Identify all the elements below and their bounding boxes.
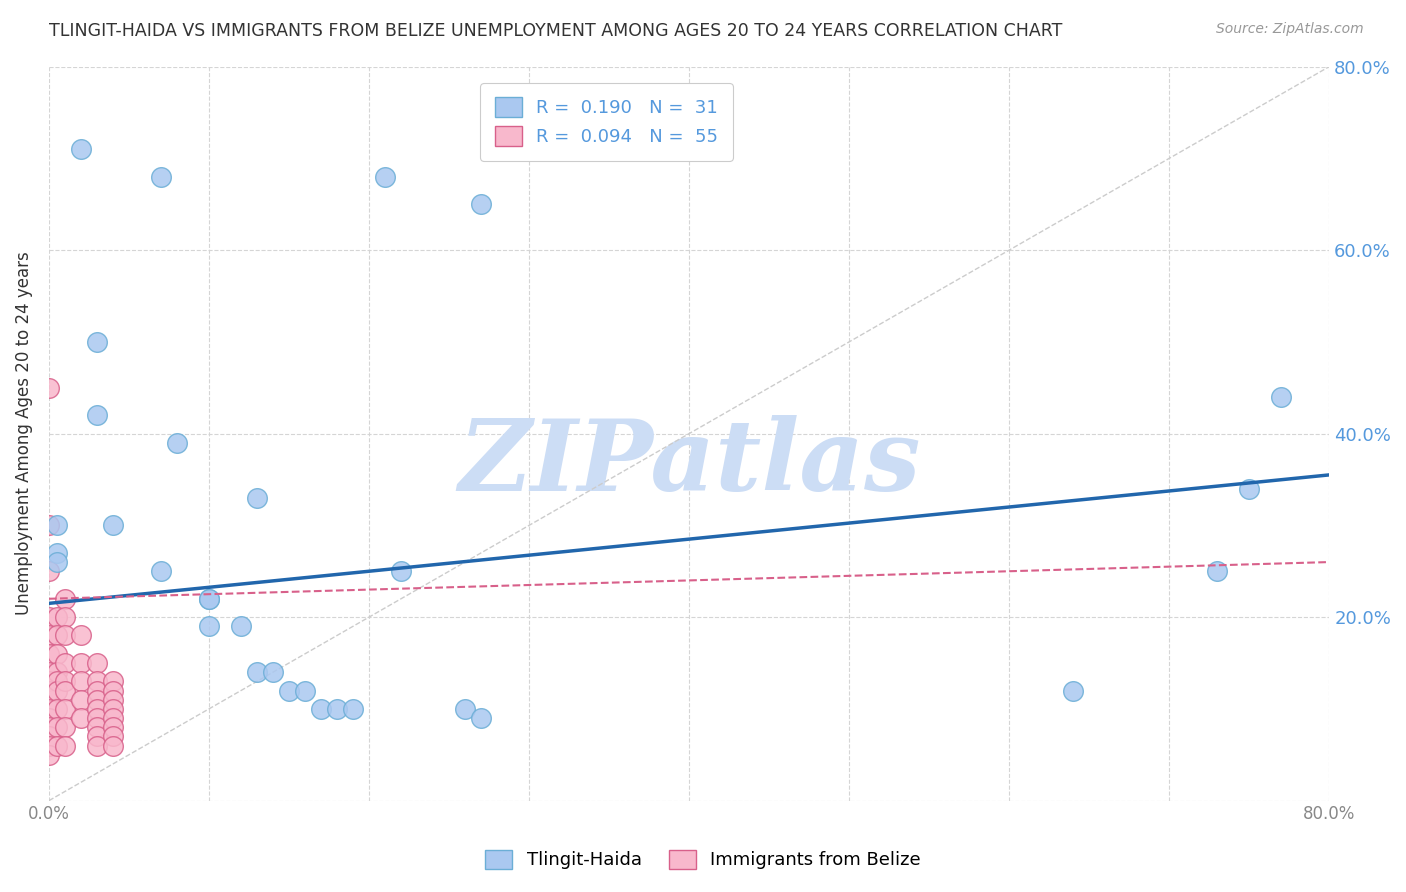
Point — [246, 491, 269, 505]
Point — [454, 702, 477, 716]
Point — [309, 702, 332, 716]
Point — [70, 711, 93, 725]
Point — [53, 628, 76, 642]
Point — [198, 619, 221, 633]
Point — [38, 683, 60, 698]
Point — [86, 702, 108, 716]
Point — [53, 610, 76, 624]
Point — [86, 692, 108, 706]
Point — [46, 674, 69, 689]
Point — [38, 702, 60, 716]
Point — [101, 702, 124, 716]
Point — [70, 656, 93, 670]
Point — [70, 142, 93, 156]
Point — [38, 665, 60, 680]
Point — [150, 169, 173, 184]
Point — [229, 619, 252, 633]
Point — [46, 546, 69, 560]
Point — [278, 683, 301, 698]
Text: Source: ZipAtlas.com: Source: ZipAtlas.com — [1216, 22, 1364, 37]
Point — [294, 683, 316, 698]
Point — [53, 739, 76, 753]
Point — [342, 702, 364, 716]
Point — [38, 564, 60, 578]
Point — [46, 647, 69, 661]
Point — [53, 720, 76, 734]
Point — [38, 730, 60, 744]
Point — [38, 720, 60, 734]
Point — [101, 720, 124, 734]
Point — [101, 730, 124, 744]
Point — [262, 665, 284, 680]
Point — [1206, 564, 1229, 578]
Point — [70, 692, 93, 706]
Point — [326, 702, 349, 716]
Point — [46, 610, 69, 624]
Point — [166, 435, 188, 450]
Point — [53, 591, 76, 606]
Point — [38, 647, 60, 661]
Point — [46, 720, 69, 734]
Text: TLINGIT-HAIDA VS IMMIGRANTS FROM BELIZE UNEMPLOYMENT AMONG AGES 20 TO 24 YEARS C: TLINGIT-HAIDA VS IMMIGRANTS FROM BELIZE … — [49, 22, 1063, 40]
Point — [1270, 390, 1292, 404]
Point — [101, 711, 124, 725]
Legend: Tlingit-Haida, Immigrants from Belize: Tlingit-Haida, Immigrants from Belize — [477, 841, 929, 879]
Point — [101, 674, 124, 689]
Point — [86, 674, 108, 689]
Point — [86, 334, 108, 349]
Point — [470, 711, 492, 725]
Point — [70, 628, 93, 642]
Point — [101, 518, 124, 533]
Point — [101, 692, 124, 706]
Point — [198, 591, 221, 606]
Point — [150, 564, 173, 578]
Point — [38, 747, 60, 762]
Point — [53, 702, 76, 716]
Point — [86, 711, 108, 725]
Y-axis label: Unemployment Among Ages 20 to 24 years: Unemployment Among Ages 20 to 24 years — [15, 252, 32, 615]
Text: ZIPatlas: ZIPatlas — [458, 415, 921, 511]
Point — [1062, 683, 1084, 698]
Point — [38, 711, 60, 725]
Point — [46, 702, 69, 716]
Point — [470, 197, 492, 211]
Point — [46, 683, 69, 698]
Point — [246, 665, 269, 680]
Point — [374, 169, 396, 184]
Point — [38, 610, 60, 624]
Point — [38, 674, 60, 689]
Point — [46, 739, 69, 753]
Point — [101, 739, 124, 753]
Point — [70, 674, 93, 689]
Point — [38, 381, 60, 395]
Point — [101, 683, 124, 698]
Point — [86, 720, 108, 734]
Point — [86, 409, 108, 423]
Point — [86, 656, 108, 670]
Point — [46, 518, 69, 533]
Point — [53, 683, 76, 698]
Point — [86, 730, 108, 744]
Point — [46, 628, 69, 642]
Point — [46, 665, 69, 680]
Point — [1239, 482, 1261, 496]
Point — [38, 628, 60, 642]
Point — [53, 656, 76, 670]
Point — [38, 739, 60, 753]
Point — [389, 564, 412, 578]
Point — [198, 591, 221, 606]
Point — [38, 518, 60, 533]
Point — [46, 555, 69, 569]
Legend: R =  0.190   N =  31, R =  0.094   N =  55: R = 0.190 N = 31, R = 0.094 N = 55 — [481, 83, 733, 161]
Point — [86, 683, 108, 698]
Point — [86, 739, 108, 753]
Point — [53, 674, 76, 689]
